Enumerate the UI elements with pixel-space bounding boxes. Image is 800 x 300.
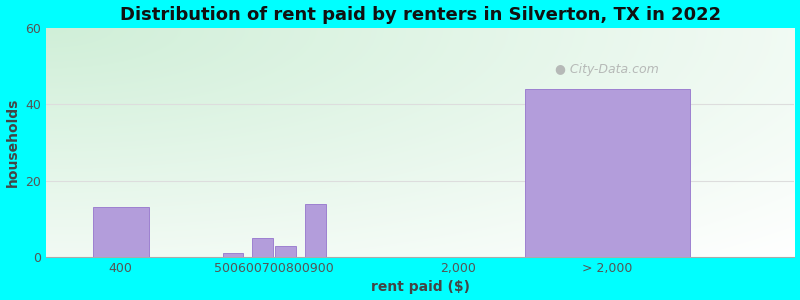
Title: Distribution of rent paid by renters in Silverton, TX in 2022: Distribution of rent paid by renters in … <box>119 6 721 24</box>
Text: ● City-Data.com: ● City-Data.com <box>555 63 659 76</box>
Bar <box>93 207 149 257</box>
Bar <box>222 253 243 257</box>
Y-axis label: households: households <box>6 98 19 187</box>
X-axis label: rent paid ($): rent paid ($) <box>370 280 470 294</box>
Bar <box>525 89 690 257</box>
Bar <box>305 204 326 257</box>
Bar <box>253 238 274 257</box>
Bar <box>275 246 296 257</box>
